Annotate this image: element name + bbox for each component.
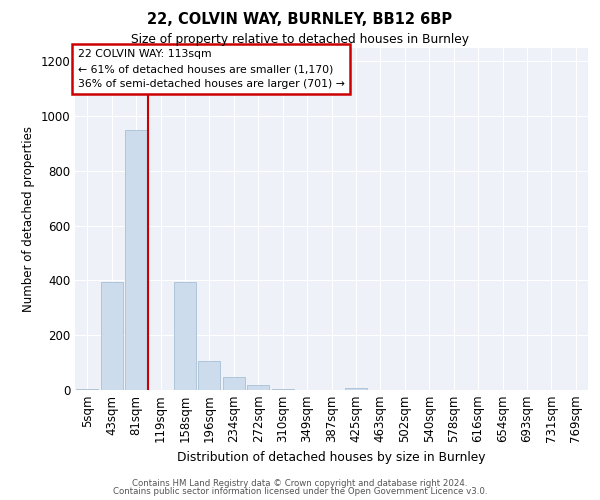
Y-axis label: Number of detached properties: Number of detached properties xyxy=(22,126,35,312)
Bar xyxy=(345,388,367,390)
Text: Size of property relative to detached houses in Burnley: Size of property relative to detached ho… xyxy=(131,32,469,46)
Bar xyxy=(223,377,245,390)
Bar xyxy=(199,361,220,390)
Bar xyxy=(247,384,269,390)
Text: Contains public sector information licensed under the Open Government Licence v3: Contains public sector information licen… xyxy=(113,487,487,496)
X-axis label: Distribution of detached houses by size in Burnley: Distribution of detached houses by size … xyxy=(177,451,486,464)
Bar xyxy=(272,388,293,390)
Text: Contains HM Land Registry data © Crown copyright and database right 2024.: Contains HM Land Registry data © Crown c… xyxy=(132,478,468,488)
Bar xyxy=(174,282,196,390)
Bar xyxy=(125,130,147,390)
Text: 22, COLVIN WAY, BURNLEY, BB12 6BP: 22, COLVIN WAY, BURNLEY, BB12 6BP xyxy=(148,12,452,28)
Bar xyxy=(101,282,122,390)
Text: 22 COLVIN WAY: 113sqm
← 61% of detached houses are smaller (1,170)
36% of semi-d: 22 COLVIN WAY: 113sqm ← 61% of detached … xyxy=(77,49,344,89)
